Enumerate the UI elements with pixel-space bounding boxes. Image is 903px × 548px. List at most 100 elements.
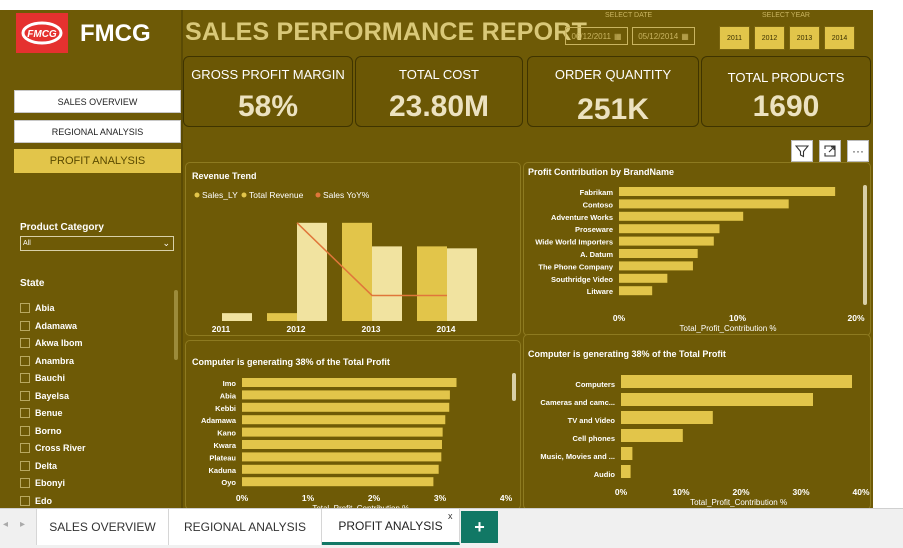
category-label: Abia [220, 391, 237, 400]
checkbox[interactable] [20, 460, 30, 471]
nav-profit-analysis-button[interactable]: PROFIT ANALYSIS [14, 149, 181, 173]
svg-text:FMCG: FMCG [27, 29, 57, 40]
bar [242, 415, 446, 425]
state-filter-label: State [20, 278, 45, 289]
revenue-trend-panel: Revenue Trend Sales_LY Total Revenue Sales … [185, 162, 521, 336]
panel-divider [181, 10, 183, 508]
category-label: Kano [217, 429, 236, 438]
bar [621, 375, 852, 388]
bar-total-revenue [372, 246, 402, 321]
bar [619, 211, 744, 221]
chart-scrollbar [863, 185, 867, 305]
state-option[interactable]: Cross River [20, 441, 86, 455]
state-option[interactable]: Edo [20, 494, 52, 508]
product-category-dropdown[interactable]: All ⌄ [20, 236, 174, 251]
tab-regional-analysis[interactable]: REGIONAL ANALYSIS [169, 509, 322, 545]
bar [619, 249, 698, 258]
bar [242, 427, 443, 437]
bar [619, 199, 789, 209]
brand-profit-chart: Profit Contribution by BrandName Fabrikam… [528, 167, 867, 333]
year-button-2011[interactable]: 2011 [719, 26, 750, 50]
state-option[interactable]: Delta [20, 459, 57, 473]
x-tick-label: 30% [792, 487, 809, 497]
tab-scroll-right-icon[interactable]: ▸ [20, 519, 26, 530]
checkbox[interactable] [20, 373, 30, 383]
x-tick-label: 4% [500, 493, 513, 503]
year-button-2013[interactable]: 2013 [789, 26, 820, 50]
category-label: Kebbi [215, 404, 236, 413]
checkbox[interactable] [20, 390, 30, 401]
chart-title: Computer is generating 38% of the Total … [192, 357, 390, 367]
bar [619, 187, 836, 196]
x-tick-label: 2012 [287, 324, 306, 334]
brand-logo: FMCG [16, 13, 68, 53]
select-year-label: SELECT YEAR [762, 12, 810, 19]
year-button-2012[interactable]: 2012 [754, 26, 785, 50]
legend-entry: Sales YoY% [323, 190, 370, 200]
bar [242, 440, 442, 449]
state-list-scrollbar[interactable] [174, 290, 178, 360]
state-option[interactable]: Akwa Ibom [20, 336, 83, 350]
legend-entry: Sales_LY [202, 190, 238, 200]
select-date-label: SELECT DATE [605, 12, 653, 19]
state-option[interactable]: Benue [20, 406, 63, 420]
checkbox[interactable] [20, 303, 30, 313]
state-option[interactable]: Ebonyi [20, 476, 65, 490]
state-option-label: Anambra [35, 355, 75, 366]
category-label: Kwara [213, 441, 236, 450]
checkbox[interactable] [20, 408, 30, 418]
x-tick-label: 2013 [362, 324, 381, 334]
state-option-label: Borno [35, 425, 62, 436]
x-tick-label: 0% [615, 487, 628, 497]
category-label: Contoso [583, 200, 614, 209]
tab-profit-analysis[interactable]: PROFIT ANALYSIS [322, 509, 460, 545]
filter-icon[interactable] [791, 140, 813, 162]
category-label: Audio [594, 470, 616, 479]
tab-scroll-left-icon[interactable]: ◂ [3, 519, 9, 530]
add-page-button[interactable]: + [461, 511, 498, 543]
checkbox[interactable] [20, 495, 30, 506]
year-button-2014[interactable]: 2014 [824, 26, 855, 50]
kpi-total-products: TOTAL PRODUCTS 1690 [701, 56, 871, 127]
state-option-label: Adamawa [35, 320, 78, 331]
legend-marker [315, 192, 321, 198]
page-title: SALES PERFORMANCE REPORT [185, 18, 588, 46]
checkbox[interactable] [20, 443, 30, 453]
bar [621, 465, 631, 478]
state-option-label: Delta [35, 460, 58, 471]
tab-sales-overview[interactable]: SALES OVERVIEW [36, 509, 169, 545]
kpi-label: ORDER QUANTITY [554, 67, 672, 82]
bar [619, 236, 714, 246]
tab-close-icon[interactable]: x [448, 511, 453, 521]
state-option[interactable]: Bauchi [20, 371, 65, 385]
state-profit-chart: Computer is generating 38% of the Total … [192, 357, 516, 508]
state-option[interactable]: Adamawa [20, 319, 77, 333]
state-profit-panel: Computer is generating 38% of the Total … [185, 340, 521, 508]
chart-title: Computer is generating 38% of the Total … [528, 349, 726, 359]
state-option[interactable]: Abia [20, 301, 55, 315]
state-option-label: Bayelsa [35, 390, 70, 401]
checkbox[interactable] [20, 355, 30, 366]
checkbox[interactable] [20, 320, 30, 331]
end-date-input[interactable]: 05/12/2014 ▦ [632, 27, 695, 45]
category-profit-chart: Computer is generating 38% of the Total … [528, 349, 870, 507]
x-tick-label: 2011 [212, 324, 231, 334]
state-option[interactable]: Borno [20, 424, 62, 438]
nav-regional-analysis-button[interactable]: REGIONAL ANALYSIS [14, 120, 181, 143]
more-options-icon[interactable]: ··· [847, 140, 869, 162]
expand-icon[interactable] [819, 140, 841, 162]
category-label: Litware [587, 287, 613, 296]
state-option[interactable]: Anambra [20, 354, 74, 368]
checkbox[interactable] [20, 425, 30, 436]
checkbox[interactable] [20, 478, 30, 488]
state-option[interactable]: Bayelsa [20, 389, 69, 403]
nav-sales-overview-button[interactable]: SALES OVERVIEW [14, 90, 181, 113]
line-sales-yoy [296, 222, 447, 297]
x-tick-label: 20% [847, 313, 864, 323]
x-tick-label: 0% [236, 493, 249, 503]
product-category-value: All [23, 240, 31, 247]
checkbox[interactable] [20, 338, 30, 348]
start-date-input[interactable]: 06/12/2011 ▦ [565, 27, 628, 45]
bar [619, 261, 693, 271]
kpi-label: TOTAL PRODUCTS [727, 70, 845, 85]
